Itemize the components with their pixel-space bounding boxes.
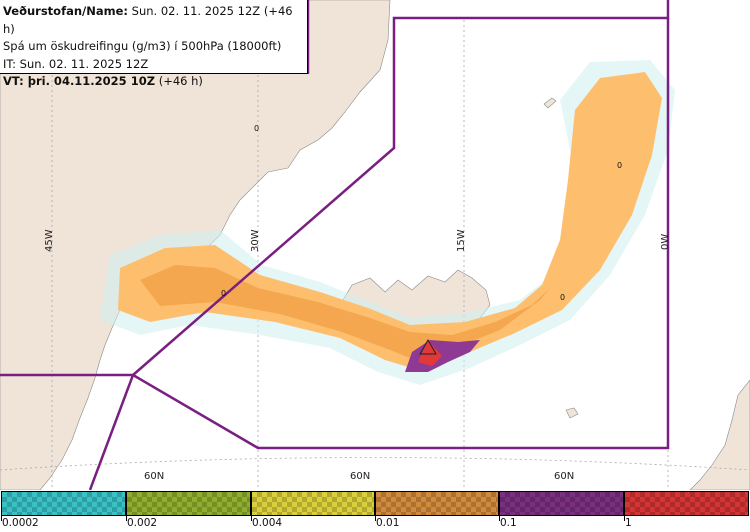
info-line-product: Spá um öskudreifingu (g/m3) í 500hPa (18…: [3, 39, 282, 53]
legend-label-0.0002: 0.0002: [2, 517, 39, 529]
ash-plume-peak-red: [418, 340, 442, 366]
issuer-label: Veðurstofan/Name:: [3, 4, 128, 18]
ash-plume: [100, 60, 675, 385]
legend-tick-5: [499, 516, 500, 521]
legend-tick-4: [375, 516, 376, 521]
latitude-label-60n-mid: 60N: [350, 471, 371, 482]
legend-label-0.004: 0.004: [252, 517, 283, 529]
legend-tick-2: [126, 516, 127, 521]
valid-time-offset: (+46 h): [155, 74, 203, 88]
info-line-valid-time: VT: þri. 04.11.2025 10Z (+46 h): [3, 73, 307, 91]
legend-label-0.01: 0.01: [376, 517, 400, 529]
legend-tick-3: [251, 516, 252, 521]
jan-mayen: [543, 97, 557, 109]
longitude-label-30w: 30W: [250, 229, 261, 252]
legend-swatch-orange: [375, 491, 499, 516]
zero-marker-d: 0: [617, 161, 622, 170]
ash-plume-dense: [140, 265, 550, 362]
longitude-label-45w: 45W: [44, 229, 55, 252]
latitude-label-60n-right: 60N: [554, 471, 575, 482]
zero-marker-c: 0: [560, 293, 565, 302]
forecast-info-box: Veðurstofan/Name: Sun. 02. 11. 2025 12Z …: [0, 0, 308, 88]
legend-swatch-red: [624, 491, 749, 516]
info-line-issue-time: IT: Sun. 02. 11. 2025 12Z: [3, 56, 149, 71]
legend-swatch-olive-green: [126, 491, 251, 516]
volcano-triangle-icon: [419, 338, 437, 355]
latitude-label-60n-left: 60N: [144, 471, 165, 482]
legend-tick-1: [1, 516, 2, 521]
boundary-south-east: [132, 18, 670, 450]
info-line-issuer: Veðurstofan/Name: Sun. 02. 11. 2025 12Z …: [3, 3, 307, 38]
zero-marker-a: 0: [254, 124, 259, 133]
valid-time-label: VT: þri. 04.11.2025 10Z: [3, 74, 156, 88]
legend-swatch-purple: [499, 491, 624, 516]
longitude-label-15w: 15W: [456, 229, 467, 252]
legend-swatch-cyan: [1, 491, 126, 516]
faroe-islands: [565, 407, 579, 419]
boundary-southwest: [88, 374, 135, 490]
boundary-north: [132, 0, 670, 376]
legend-label-1: 1: [625, 517, 632, 529]
legend-swatch-yellow: [251, 491, 375, 516]
scandinavia-coast: [689, 379, 750, 490]
zero-marker-b: 0: [221, 289, 226, 298]
legend-label-0.002: 0.002: [127, 517, 158, 529]
airspace-boundaries: [0, 0, 670, 490]
longitude-label-0w: 0W: [660, 233, 671, 250]
legend-label-0.1: 0.1: [500, 517, 517, 529]
map-canvas[interactable]: 0 0 0 0: [0, 0, 750, 490]
legend-tick-6: [624, 516, 625, 521]
issuer-value: Sun. 02. 11. 2025 12Z (+46 h): [3, 4, 293, 36]
concentration-legend: 0.0002 0.002 0.004 0.01 0.1 1: [0, 490, 750, 532]
